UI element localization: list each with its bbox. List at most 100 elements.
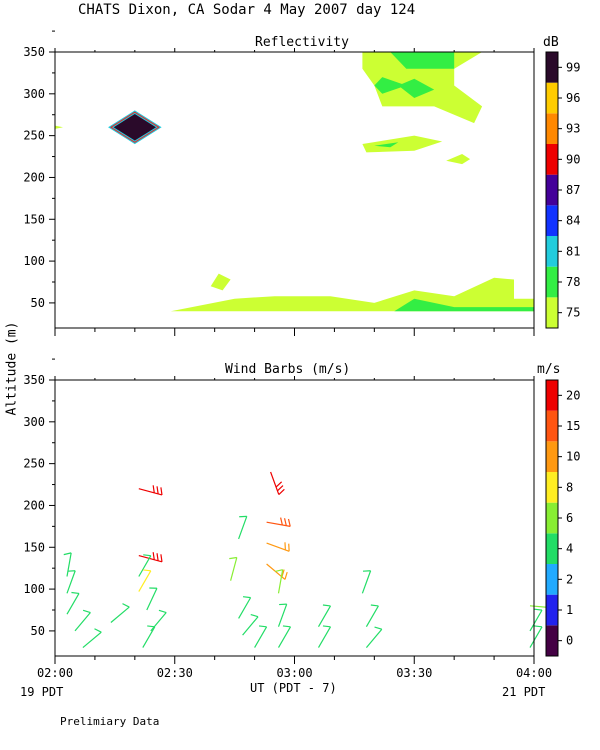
reflectivity-region [374, 77, 407, 94]
figure-title: CHATS Dixon, CA Sodar 4 May 2007 day 124 [78, 2, 416, 18]
wind-barb-shaft [82, 631, 102, 649]
colorbar-swatch [546, 533, 558, 564]
colorbar-label: 84 [566, 214, 580, 228]
colorbar-swatch [546, 236, 558, 267]
colorbar-label: 15 [566, 419, 580, 433]
y-tick-label: 300 [23, 87, 45, 101]
y-tick-label: 350 [23, 45, 45, 59]
wind-barb [74, 609, 91, 632]
reflectivity-region [170, 277, 535, 312]
wind-barb-flag [229, 556, 237, 560]
colorbar-swatch [546, 52, 558, 83]
x-tick-label: 03:00 [276, 666, 312, 680]
wind-title: Wind Barbs (m/s) [225, 362, 351, 377]
wind-barb [142, 625, 156, 648]
reflectivity-region [398, 78, 435, 98]
wind-barb-shaft [317, 626, 332, 648]
wind-barb-shaft [529, 626, 543, 648]
wind-barb-shaft [66, 593, 80, 615]
panel-frame [54, 379, 535, 657]
wind-barb [266, 563, 288, 580]
wind-barb-shaft [230, 557, 238, 581]
y-tick-label: 50 [31, 624, 45, 638]
wind-barb-shaft [138, 570, 152, 592]
wind-barb-shaft [138, 555, 152, 577]
wind-barb [110, 603, 130, 623]
wind-barb [365, 604, 379, 628]
x-end-local: 21 PDT [502, 685, 546, 699]
reflectivity-region [55, 125, 63, 129]
wind-barb-shaft [266, 521, 291, 527]
colorbar-label: 75 [566, 306, 580, 320]
wind-barb-flag [275, 569, 283, 572]
wind-barb [238, 596, 252, 619]
wind-barb [146, 587, 158, 611]
wind-barb-flag [67, 570, 76, 572]
wind-barb-flag [122, 603, 130, 608]
wind-barb-flag [362, 570, 371, 572]
wind-barb-shaft [150, 612, 167, 632]
colorbar-label: 78 [566, 275, 580, 289]
wind-barb [66, 591, 80, 615]
wind-barb-flag [152, 485, 155, 493]
wind-barb [66, 570, 76, 594]
wind-barb-flag [287, 518, 291, 527]
wind-barb [229, 556, 238, 581]
wind-barb [361, 570, 372, 594]
wind-barb-flag [322, 604, 331, 607]
y-tick-label: 200 [23, 498, 45, 512]
colorbar-swatch [546, 174, 558, 206]
wind-barb-shaft [142, 626, 156, 648]
colorbar-label: 87 [566, 183, 580, 197]
wind-barb-flag [322, 625, 331, 628]
wind-unit: m/s [537, 362, 561, 377]
wind-barb-shaft [277, 603, 288, 627]
reflectivity-region [362, 135, 443, 153]
wind-barb [529, 608, 543, 632]
wind-barb-flag [284, 571, 288, 580]
colorbar-swatch [546, 441, 558, 472]
wind-barb-shaft [74, 612, 91, 632]
wind-barb-shaft [110, 606, 130, 623]
wind-barb [138, 554, 152, 577]
wind-barb [266, 542, 290, 552]
wind-barb [317, 625, 332, 648]
wind-barb [254, 625, 268, 648]
x-tick-label: 03:30 [396, 666, 432, 680]
y-tick-label: 50 [31, 296, 45, 310]
reflectivity-region [210, 273, 231, 291]
wind-barb-flag [534, 608, 543, 611]
colorbar-label: 20 [566, 388, 580, 402]
wind-barb-flag [250, 613, 259, 618]
reflectivity-title: Reflectivity [255, 35, 349, 50]
wind-barb-flag [258, 625, 267, 628]
colorbar-swatch [546, 144, 558, 175]
wind-barb [266, 517, 291, 527]
colorbar-label: 10 [566, 450, 580, 464]
wind-barb-flag [82, 609, 91, 614]
colorbar-label: 93 [566, 122, 580, 136]
wind-barb [63, 552, 72, 577]
wind-barb-flag [534, 625, 543, 628]
colorbar-swatch [546, 205, 558, 236]
wind-barb-flag [160, 487, 163, 495]
wind-barb-flag [374, 626, 383, 630]
wind-barb-flag [281, 569, 285, 578]
x-tick-label: 04:00 [516, 666, 552, 680]
wind-barb-flag [242, 596, 251, 599]
wind-barb-shaft [365, 628, 383, 648]
wind-barb-flag [279, 603, 287, 606]
colorbar-label: 6 [566, 511, 573, 525]
wind-barb [275, 569, 284, 594]
wind-barb-flag [275, 481, 283, 488]
wind-barb-flag [63, 552, 72, 556]
reflectivity-unit: dB [543, 35, 559, 50]
wind-barb-shaft [365, 605, 379, 628]
colorbar-swatch [546, 594, 558, 626]
wind-barb [150, 609, 167, 632]
wind-barb-shaft [529, 609, 543, 632]
y-tick-label: 300 [23, 415, 45, 429]
wind-barb-flag [143, 569, 151, 572]
wind-barb-shaft [138, 488, 163, 496]
